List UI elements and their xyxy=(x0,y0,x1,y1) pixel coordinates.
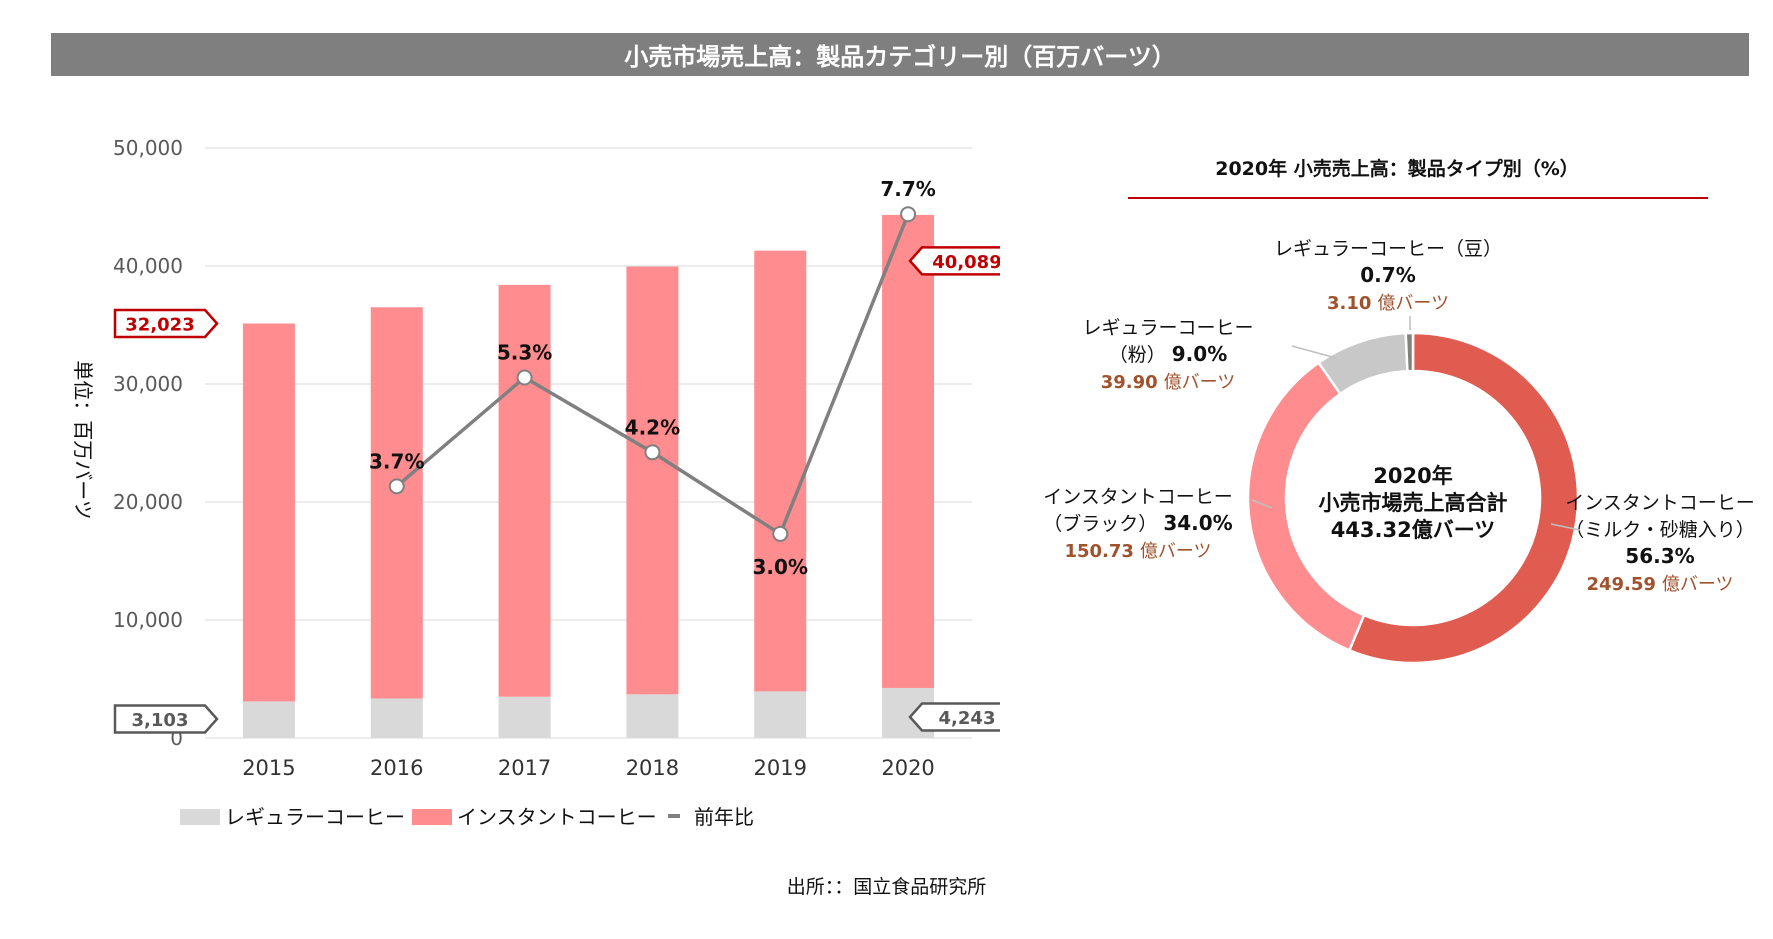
callout-regular-2020-box xyxy=(908,702,1000,732)
callout-regular-2015-box xyxy=(113,704,219,734)
leader-line xyxy=(1251,499,1273,509)
slice-label-regular-bean-name: レギュラーコーヒー（豆） xyxy=(1274,238,1502,260)
legend-swatch-instant xyxy=(412,809,452,825)
slice-label-regular-powder-name: （粉） 9.0% xyxy=(1109,342,1227,366)
bar-regular xyxy=(626,694,679,738)
y-tick-label: 10,000 xyxy=(113,608,183,632)
slice-label-regular-bean-amount-unit: 億バーツ xyxy=(1377,293,1449,314)
bar-instant xyxy=(498,284,551,697)
bar-regular xyxy=(242,701,295,738)
slice-label-instant-milk-name: （ミルク・砂糖入り） xyxy=(1565,519,1755,541)
line-data-label: 3.7% xyxy=(369,449,424,473)
line-data-label: 5.3% xyxy=(497,340,552,364)
line-point xyxy=(772,525,789,542)
leader-line xyxy=(1291,345,1337,359)
legend-label-instant: インスタントコーヒー xyxy=(457,805,657,829)
slice-label-instant-black-percent: 34.0% xyxy=(1163,511,1232,535)
slice-label-instant-milk-amount: 249.59 億バーツ xyxy=(1586,574,1733,595)
x-tick-label: 2015 xyxy=(242,756,295,780)
donut-center-year: 2020年 xyxy=(1373,464,1452,488)
x-tick-label: 2018 xyxy=(626,756,679,780)
legend-label-regular: レギュラーコーヒー xyxy=(225,805,405,829)
donut-center-total: 443.32億バーツ xyxy=(1331,518,1496,542)
line-point xyxy=(388,478,405,495)
donut-title: 2020年 小売売上高：製品タイプ別（%） xyxy=(1215,157,1579,180)
bar-instant xyxy=(370,307,423,699)
bar-instant xyxy=(754,250,807,692)
bar-line-chart: 010,00020,00030,00040,00050,000単位：百万バーツ2… xyxy=(71,136,1000,829)
callout-instant-2020-box xyxy=(908,246,1000,276)
donut-slice xyxy=(1347,331,1580,665)
x-tick-label: 2019 xyxy=(754,756,807,780)
slice-label-regular-powder-amount-unit: 億バーツ xyxy=(1164,372,1236,393)
callout-instant-2015-box xyxy=(113,308,219,339)
slice-label-instant-milk-percent: 56.3% xyxy=(1625,544,1694,568)
callout-instant-2015: 32,023 xyxy=(125,315,194,336)
slice-label-regular-bean-percent: 0.7% xyxy=(1360,263,1415,287)
slice-label-regular-bean-amount: 3.10 億バーツ xyxy=(1327,293,1449,314)
x-tick-label: 2020 xyxy=(881,756,934,780)
y-tick-label: 30,000 xyxy=(113,372,183,396)
leader-line xyxy=(1550,523,1581,531)
slice-label-regular-powder-percent: 9.0% xyxy=(1172,342,1227,366)
line-data-label: 4.2% xyxy=(625,415,680,439)
legend-swatch-regular xyxy=(180,809,220,825)
y-axis-label: 単位：百万バーツ xyxy=(71,360,95,520)
slice-label-regular-powder-amount-value: 39.90 xyxy=(1101,372,1158,393)
slice-label-instant-milk-amount-unit: 億バーツ xyxy=(1662,574,1734,595)
donut-center-caption: 小売市場売上高合計 xyxy=(1319,491,1508,515)
bar-instant xyxy=(626,266,679,695)
callout-regular-2020: 4,243 xyxy=(939,708,996,729)
line-data-label: 7.7% xyxy=(880,177,935,201)
line-point xyxy=(900,206,917,223)
y-tick-label: 40,000 xyxy=(113,254,183,278)
callout-regular-2015: 3,103 xyxy=(132,710,189,731)
bar-instant xyxy=(242,323,295,702)
source-note: 出所：：国立食品研究所 xyxy=(786,876,987,898)
bar-regular xyxy=(498,696,551,738)
bar-regular xyxy=(370,698,423,738)
callout-instant-2020: 40,089 xyxy=(932,252,1000,273)
line-point xyxy=(516,369,533,386)
slice-label-instant-black-amount-value: 150.73 xyxy=(1064,541,1133,562)
line-point xyxy=(644,444,661,461)
slice-label-regular-powder-amount: 39.90 億バーツ xyxy=(1101,372,1236,393)
x-tick-label: 2017 xyxy=(498,756,551,780)
bar-instant xyxy=(882,214,935,688)
slice-label-instant-milk-amount-value: 249.59 xyxy=(1586,574,1655,595)
chart-title-bar: 小売市場売上高：製品カテゴリー別（百万バーツ） xyxy=(51,33,1749,76)
slice-label-instant-milk-name: インスタントコーヒー xyxy=(1565,492,1755,514)
slice-label-instant-black-amount: 150.73 億バーツ xyxy=(1064,541,1211,562)
slice-label-instant-black-name: （ブラック） 34.0% xyxy=(1043,511,1232,535)
slice-label-instant-black-amount-unit: 億バーツ xyxy=(1140,541,1212,562)
line-data-label: 3.0% xyxy=(753,555,808,579)
bar-regular xyxy=(754,691,807,738)
slice-label-instant-black-name: インスタントコーヒー xyxy=(1043,486,1233,508)
x-tick-label: 2016 xyxy=(370,756,423,780)
slice-label-regular-powder-name: レギュラーコーヒー xyxy=(1082,317,1253,339)
legend-label-line: 前年比 xyxy=(694,805,754,829)
main-title: 小売市場売上高：製品カテゴリー別（百万バーツ） xyxy=(624,43,1176,71)
slice-label-regular-bean-amount-value: 3.10 xyxy=(1327,293,1371,314)
donut-slice xyxy=(1404,331,1415,373)
y-tick-label: 20,000 xyxy=(113,490,183,514)
y-tick-label: 50,000 xyxy=(113,136,183,160)
